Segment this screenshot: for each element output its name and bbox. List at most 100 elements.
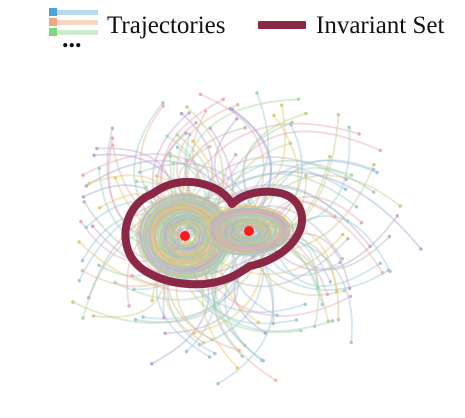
- trajectory-start-point: [243, 343, 247, 347]
- legend-trajectory-swatch-1: [49, 8, 98, 16]
- trajectory-start-point: [299, 328, 303, 333]
- trajectory-curve: [200, 183, 371, 247]
- trajectory-start-point: [81, 173, 85, 177]
- trajectory-start-point: [77, 279, 81, 283]
- trajectory-start-point: [338, 260, 342, 265]
- trajectory-start-point: [263, 331, 267, 335]
- trajectory-start-point: [111, 143, 115, 147]
- trajectory-start-point: [197, 343, 202, 347]
- trajectory-start-point: [161, 104, 165, 108]
- trajectory-start-point: [171, 161, 176, 165]
- attractor-core: [136, 192, 294, 281]
- trajectory-start-point: [185, 158, 189, 162]
- trajectory-start-point: [235, 366, 240, 370]
- trajectory-start-point: [168, 154, 172, 159]
- trajectory-start-point: [92, 153, 96, 157]
- trajectory-start-point: [79, 219, 83, 224]
- trajectory-start-point: [349, 340, 353, 345]
- trajectory-start-point: [91, 314, 96, 318]
- attractor-loop-left: [167, 218, 201, 249]
- legend-trajectory-marker-1: [49, 8, 57, 16]
- trajectory-start-point: [344, 177, 348, 182]
- trajectory-start-point: [216, 381, 220, 386]
- trajectory-start-point: [240, 354, 244, 358]
- trajectory-start-point: [316, 286, 320, 290]
- trajectory-start-point: [208, 126, 212, 130]
- trajectory-start-point: [204, 109, 208, 113]
- trajectory-start-point: [110, 126, 115, 130]
- trajectory-start-point: [336, 318, 340, 322]
- trajectory-start-points: [71, 91, 423, 386]
- trajectory-start-point: [188, 132, 192, 137]
- trajectory-start-point: [326, 319, 330, 324]
- trajectory-start-point: [372, 190, 376, 194]
- trajectory-start-point: [378, 148, 383, 153]
- trajectory-start-point: [84, 225, 88, 230]
- trajectory-start-point: [184, 349, 189, 354]
- trajectory-start-point: [175, 133, 179, 137]
- invariant-set-boundary: [121, 178, 306, 289]
- trajectory-start-point: [127, 304, 131, 308]
- trajectory-start-point: [98, 206, 102, 210]
- trajectory-start-point: [349, 173, 354, 177]
- trajectory-start-point: [81, 316, 85, 320]
- equilibrium-point-left: [180, 231, 190, 241]
- trajectory-start-point: [320, 302, 324, 307]
- trajectory-start-point: [110, 136, 115, 140]
- trajectory-start-point: [304, 173, 308, 178]
- legend-invariant-swatch: [258, 21, 306, 29]
- legend-trajectory-marker-2: [49, 18, 57, 26]
- trajectory-start-point: [345, 219, 350, 223]
- trajectory-start-point: [325, 292, 330, 296]
- trajectory-start-point: [194, 121, 198, 125]
- trajectory-start-point: [154, 174, 159, 178]
- trajectory-curve: [165, 243, 240, 335]
- trajectory-start-point: [150, 298, 154, 303]
- trajectory-start-point: [213, 352, 217, 356]
- trajectory-start-point: [184, 131, 188, 135]
- trajectory-start-point: [208, 145, 212, 149]
- trajectory-start-point: [347, 125, 351, 129]
- trajectory-start-point: [133, 318, 138, 322]
- trajectory-start-point: [334, 289, 339, 294]
- attractor-loop-right: [215, 215, 282, 253]
- legend-trajectory-swatch-2: [49, 18, 98, 26]
- trajectory-start-point: [380, 271, 385, 275]
- trajectory-start-point: [113, 176, 118, 180]
- trajectory-start-point: [260, 358, 264, 362]
- trajectory-start-point: [207, 355, 212, 359]
- trajectory-start-point: [333, 214, 337, 219]
- trajectory-start-point: [343, 187, 348, 191]
- trajectory-start-point: [294, 318, 299, 322]
- attractor-loop-right: [231, 225, 260, 242]
- trajectory-start-point: [132, 287, 136, 291]
- trajectory-start-point: [271, 321, 275, 326]
- trajectory-start-point: [168, 152, 172, 156]
- trajectory-start-point: [372, 163, 376, 167]
- trajectory-start-point: [375, 170, 379, 175]
- trajectory-start-point: [272, 113, 276, 118]
- trajectory-start-point: [354, 205, 359, 209]
- trajectory-start-point: [395, 214, 399, 218]
- trajectory-start-point: [165, 134, 169, 138]
- trajectory-start-point: [161, 101, 165, 105]
- trajectory-start-point: [236, 103, 240, 107]
- trajectory-start-point: [328, 280, 333, 284]
- trajectory-start-point: [77, 240, 81, 244]
- trajectory-start-point: [113, 280, 117, 285]
- trajectory-start-point: [235, 117, 239, 121]
- trajectory-start-point: [347, 286, 352, 291]
- trajectory-start-point: [296, 97, 301, 102]
- trajectory-start-point: [130, 274, 134, 278]
- trajectory-start-point: [328, 154, 332, 159]
- trajectory-start-point: [82, 200, 86, 204]
- attractor-loop-right: [220, 212, 278, 245]
- attractor-loop-left: [173, 222, 199, 247]
- trajectory-start-point: [84, 184, 89, 188]
- trajectory-start-point: [243, 126, 247, 130]
- trajectory-start-point: [80, 259, 85, 263]
- trajectory-start-point: [398, 204, 402, 208]
- trajectory-start-point: [256, 320, 261, 325]
- trajectory-start-point: [201, 341, 206, 345]
